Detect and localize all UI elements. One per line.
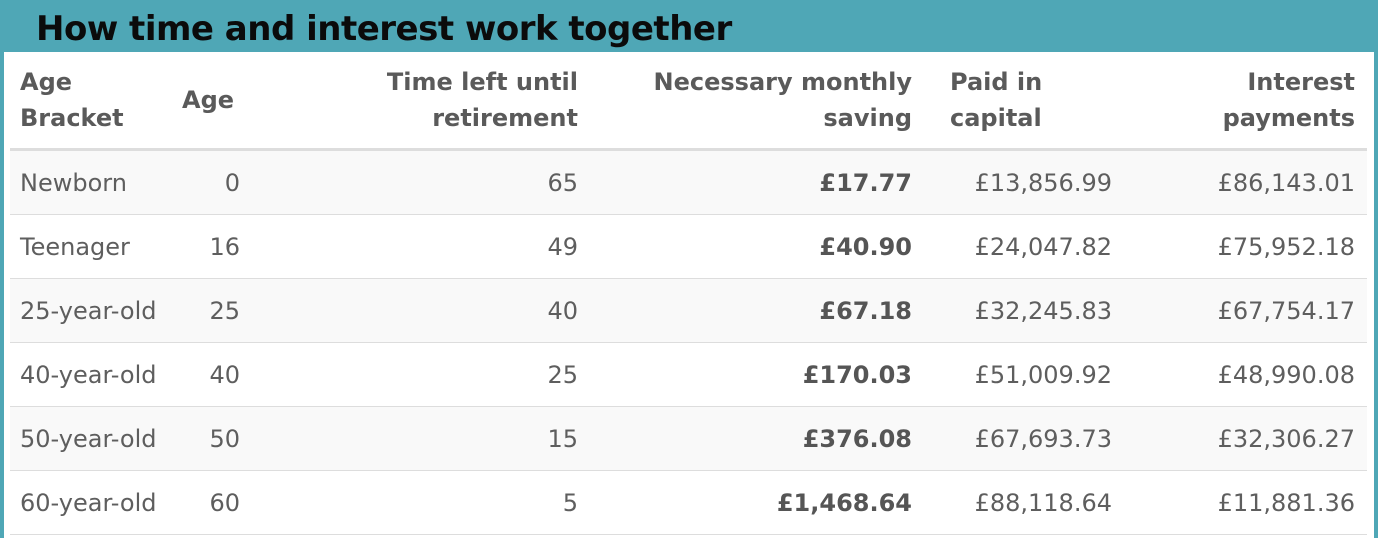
header-age-bracket-line1: Age xyxy=(20,68,73,96)
cell-monthly-saving: £40.90 xyxy=(590,214,924,279)
table-row: 25-year-old 25 40 £67.18 £32,245.83 £67,… xyxy=(10,278,1367,343)
header-time-left-line2: retirement xyxy=(432,104,578,132)
table-row: Teenager 16 49 £40.90 £24,047.82 £75,952… xyxy=(10,214,1367,279)
header-monthly-saving-line1: Necessary monthly xyxy=(653,68,912,96)
table-row: 40-year-old 40 25 £170.03 £51,009.92 £48… xyxy=(10,342,1367,407)
header-interest-payments-line2: payments xyxy=(1222,104,1355,132)
table-body: Newborn 0 65 £17.77 £13,856.99 £86,143.0… xyxy=(10,149,1367,535)
cell-age: 40 xyxy=(172,342,258,407)
cell-monthly-saving: £376.08 xyxy=(590,406,924,471)
cell-paid-in-capital: £67,693.73 xyxy=(924,406,1124,471)
cell-age-bracket: 25-year-old xyxy=(10,278,172,343)
cell-interest-payments: £67,754.17 xyxy=(1124,278,1367,343)
header-age: Age xyxy=(172,52,258,151)
header-time-left-line1: Time left until xyxy=(386,68,578,96)
cell-paid-in-capital: £51,009.92 xyxy=(924,342,1124,407)
cell-time-left: 49 xyxy=(258,214,590,279)
cell-age: 16 xyxy=(172,214,258,279)
cell-monthly-saving: £17.77 xyxy=(590,149,924,215)
cell-age-bracket: 40-year-old xyxy=(10,342,172,407)
cell-interest-payments: £48,990.08 xyxy=(1124,342,1367,407)
cell-paid-in-capital: £13,856.99 xyxy=(924,149,1124,215)
cell-paid-in-capital: £88,118.64 xyxy=(924,470,1124,535)
table-panel: Age Bracket Age Time left until retireme… xyxy=(4,52,1374,538)
cell-age-bracket: Newborn xyxy=(10,149,172,215)
header-time-left: Time left until retirement xyxy=(258,52,590,151)
cell-time-left: 65 xyxy=(258,149,590,215)
table-row: 50-year-old 50 15 £376.08 £67,693.73 £32… xyxy=(10,406,1367,471)
cell-age: 50 xyxy=(172,406,258,471)
header-age-bracket: Age Bracket xyxy=(10,52,172,151)
header-interest-payments: Interest payments xyxy=(1124,52,1367,151)
cell-time-left: 15 xyxy=(258,406,590,471)
cell-age-bracket: 50-year-old xyxy=(10,406,172,471)
cell-time-left: 25 xyxy=(258,342,590,407)
cell-paid-in-capital: £24,047.82 xyxy=(924,214,1124,279)
cell-age-bracket: 60-year-old xyxy=(10,470,172,535)
cell-paid-in-capital: £32,245.83 xyxy=(924,278,1124,343)
table-row: Newborn 0 65 £17.77 £13,856.99 £86,143.0… xyxy=(10,149,1367,215)
header-monthly-saving-line2: saving xyxy=(823,104,912,132)
cell-age: 25 xyxy=(172,278,258,343)
cell-interest-payments: £32,306.27 xyxy=(1124,406,1367,471)
header-interest-payments-line1: Interest xyxy=(1247,68,1355,96)
cell-interest-payments: £75,952.18 xyxy=(1124,214,1367,279)
page-title: How time and interest work together xyxy=(36,9,732,49)
cell-monthly-saving: £1,468.64 xyxy=(590,470,924,535)
cell-time-left: 5 xyxy=(258,470,590,535)
table-row: 60-year-old 60 5 £1,468.64 £88,118.64 £1… xyxy=(10,470,1367,535)
cell-interest-payments: £86,143.01 xyxy=(1124,149,1367,215)
header-paid-in-capital: Paid in capital xyxy=(924,52,1124,151)
cell-monthly-saving: £67.18 xyxy=(590,278,924,343)
header-age-bracket-line2: Bracket xyxy=(20,104,124,132)
cell-monthly-saving: £170.03 xyxy=(590,342,924,407)
cell-time-left: 40 xyxy=(258,278,590,343)
cell-interest-payments: £11,881.36 xyxy=(1124,470,1367,535)
title-bar: How time and interest work together xyxy=(0,0,1378,52)
header-age-line2: Age xyxy=(182,86,235,114)
cell-age-bracket: Teenager xyxy=(10,214,172,279)
header-paid-in-capital-line2: capital xyxy=(950,104,1042,132)
cell-age: 0 xyxy=(172,149,258,215)
header-row: Age Bracket Age Time left until retireme… xyxy=(10,52,1367,151)
savings-table: Age Bracket Age Time left until retireme… xyxy=(10,52,1367,535)
table-header: Age Bracket Age Time left until retireme… xyxy=(10,52,1367,151)
header-monthly-saving: Necessary monthly saving xyxy=(590,52,924,151)
cell-age: 60 xyxy=(172,470,258,535)
header-paid-in-capital-line1: Paid in xyxy=(950,68,1043,96)
